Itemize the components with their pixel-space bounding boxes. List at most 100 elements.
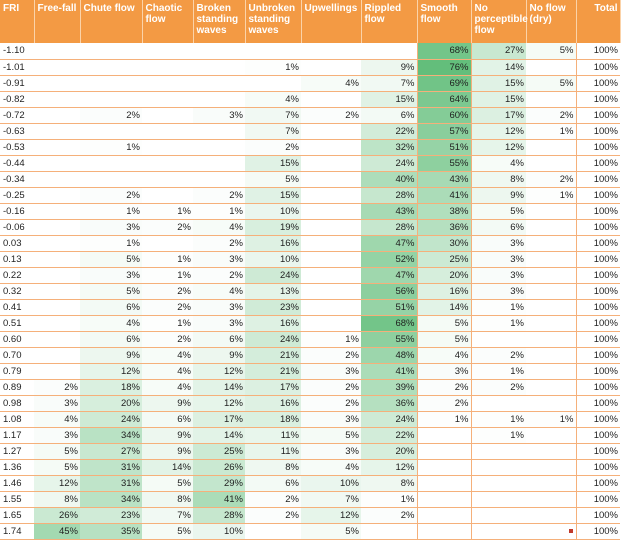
cell-upwellings — [301, 235, 361, 252]
cell-no-flow-dry — [526, 251, 576, 268]
cell-chaotic-flow: 6% — [142, 411, 193, 428]
cell-total: 100% — [575, 75, 620, 92]
cell-smooth-flow — [416, 523, 472, 540]
table-row: -0.82 4% 15% 64% 15% 100% — [0, 91, 620, 108]
table-row: -0.34 5% 40% 43% 8% 2% 100% — [0, 171, 620, 188]
table-row: 0.13 5% 1% 3% 10% 52% 25% 3% 100% — [0, 251, 620, 268]
cell-free-fall: 45% — [34, 523, 80, 540]
cell-rippled-flow — [361, 43, 417, 60]
cell-no-flow-dry — [526, 427, 576, 444]
cell-rippled-flow: 43% — [361, 203, 417, 220]
cell-no-flow-dry — [526, 395, 576, 412]
cell-unbroken-standing-waves — [245, 43, 301, 60]
cell-smooth-flow: 51% — [416, 139, 472, 156]
cell-upwellings: 4% — [301, 75, 361, 92]
cell-rippled-flow: 1% — [361, 491, 417, 508]
cell-upwellings: 10% — [301, 475, 361, 492]
cell-no-flow-dry — [526, 379, 576, 396]
cell-broken-standing-waves — [193, 91, 245, 108]
cell-total: 100% — [575, 523, 620, 540]
cell-upwellings — [301, 299, 361, 316]
cell-chute-flow: 5% — [80, 251, 142, 268]
cell-unbroken-standing-waves: 10% — [245, 203, 301, 220]
cell-no-flow-dry — [526, 507, 576, 524]
cell-free-fall — [34, 251, 80, 268]
cell-smooth-flow: 43% — [416, 171, 472, 188]
cell-chaotic-flow — [142, 107, 193, 124]
cell-no-perceptible-flow: 3% — [471, 283, 526, 300]
cell-free-fall — [34, 187, 80, 204]
cell-upwellings — [301, 91, 361, 108]
cell-chute-flow: 34% — [80, 491, 142, 508]
table-row: 0.98 3% 20% 9% 12% 16% 2% 36% 2% 100% — [0, 395, 620, 412]
table-row: 0.70 9% 4% 9% 21% 2% 48% 4% 2% 100% — [0, 347, 620, 364]
cell-no-flow-dry — [526, 299, 576, 316]
table-row: 0.60 6% 2% 6% 24% 1% 55% 5% 100% — [0, 331, 620, 348]
cell-broken-standing-waves: 3% — [193, 107, 245, 124]
table-row: 1.46 12% 31% 5% 29% 6% 10% 8% 100% — [0, 475, 620, 492]
cell-fri: 0.41 — [0, 299, 34, 316]
cell-total: 100% — [575, 443, 620, 460]
cell-chute-flow: 27% — [80, 443, 142, 460]
cell-rippled-flow: 52% — [361, 251, 417, 268]
cell-broken-standing-waves: 29% — [193, 475, 245, 492]
cell-free-fall — [34, 267, 80, 284]
cell-broken-standing-waves — [193, 123, 245, 140]
cell-rippled-flow: 48% — [361, 347, 417, 364]
cell-chaotic-flow: 9% — [142, 395, 193, 412]
cell-upwellings: 5% — [301, 427, 361, 444]
cell-smooth-flow: 20% — [416, 267, 472, 284]
cell-smooth-flow: 55% — [416, 155, 472, 172]
cell-rippled-flow: 56% — [361, 283, 417, 300]
cell-smooth-flow: 25% — [416, 251, 472, 268]
cell-fri: 1.74 — [0, 523, 34, 540]
cell-broken-standing-waves: 6% — [193, 331, 245, 348]
cell-chute-flow: 20% — [80, 395, 142, 412]
cell-chaotic-flow — [142, 187, 193, 204]
cell-unbroken-standing-waves — [245, 75, 301, 92]
cell-free-fall — [34, 155, 80, 172]
cell-smooth-flow: 76% — [416, 59, 472, 76]
cell-upwellings — [301, 267, 361, 284]
cell-unbroken-standing-waves: 7% — [245, 107, 301, 124]
table-row: -0.16 1% 1% 1% 10% 43% 38% 5% 100% — [0, 203, 620, 220]
cell-no-perceptible-flow — [471, 443, 526, 460]
cell-chute-flow: 3% — [80, 267, 142, 284]
cell-fri: 0.32 — [0, 283, 34, 300]
cell-broken-standing-waves: 26% — [193, 459, 245, 476]
cell-chute-flow: 34% — [80, 427, 142, 444]
table-row: 1.17 3% 34% 9% 14% 11% 5% 22% 1% 100% — [0, 427, 620, 444]
cell-chaotic-flow: 7% — [142, 507, 193, 524]
cell-chute-flow: 2% — [80, 187, 142, 204]
cell-free-fall — [34, 235, 80, 252]
column-header-smooth-flow: Smooth flow — [417, 0, 472, 43]
cell-rippled-flow: 40% — [361, 171, 417, 188]
cell-rippled-flow: 22% — [361, 427, 417, 444]
cell-chaotic-flow: 5% — [142, 523, 193, 540]
cell-unbroken-standing-waves: 11% — [245, 443, 301, 460]
cell-no-flow-dry — [526, 91, 576, 108]
table-row: -1.01 1% 9% 76% 14% 100% — [0, 59, 620, 76]
cell-free-fall — [34, 331, 80, 348]
cell-free-fall — [34, 347, 80, 364]
cell-unbroken-standing-waves: 13% — [245, 283, 301, 300]
cell-fri: 0.22 — [0, 267, 34, 284]
table-row: -0.25 2% 2% 15% 28% 41% 9% 1% 100% — [0, 187, 620, 204]
cell-smooth-flow: 14% — [416, 299, 472, 316]
cell-no-perceptible-flow: 2% — [471, 379, 526, 396]
cell-broken-standing-waves — [193, 139, 245, 156]
cell-rippled-flow: 20% — [361, 443, 417, 460]
cell-unbroken-standing-waves: 2% — [245, 507, 301, 524]
cell-upwellings: 2% — [301, 107, 361, 124]
cell-smooth-flow: 2% — [416, 379, 472, 396]
cell-broken-standing-waves: 3% — [193, 299, 245, 316]
cell-smooth-flow: 16% — [416, 283, 472, 300]
table-row: -0.53 1% 2% 32% 51% 12% 100% — [0, 139, 620, 156]
cell-chute-flow — [80, 91, 142, 108]
cell-unbroken-standing-waves: 18% — [245, 411, 301, 428]
column-header-broken-standing-waves: Broken standing waves — [193, 0, 246, 43]
cell-total: 100% — [575, 43, 620, 60]
table-row: 0.22 3% 1% 2% 24% 47% 20% 3% 100% — [0, 267, 620, 284]
cell-total: 100% — [575, 155, 620, 172]
